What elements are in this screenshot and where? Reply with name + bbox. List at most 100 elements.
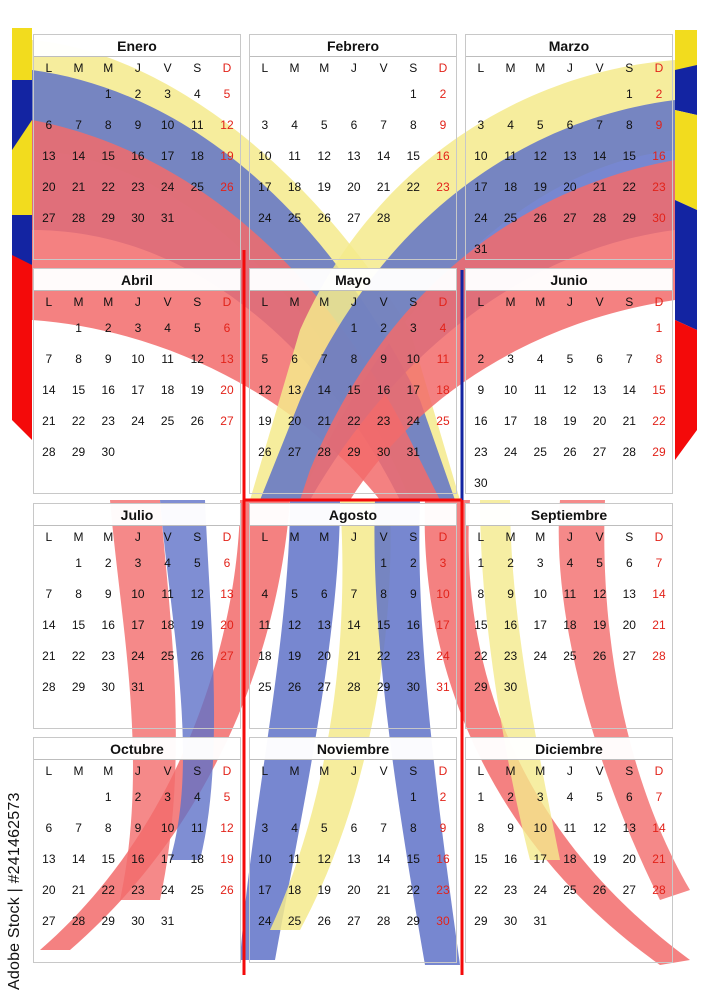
weekday-header: D [222, 764, 232, 778]
weekday-header: M [319, 530, 330, 544]
day-cell: 28 [347, 680, 361, 694]
day-cell: 20 [220, 383, 234, 397]
weekday-header: V [163, 295, 172, 309]
day-cell: 3 [536, 790, 544, 804]
day-cell: 12 [258, 383, 272, 397]
day-cell: 23 [406, 649, 420, 663]
day-cell: 28 [42, 445, 56, 459]
day-cell: 6 [45, 821, 53, 835]
day-cell: 10 [160, 118, 175, 132]
day-cell: 10 [258, 852, 272, 866]
weekday-header: J [134, 295, 141, 309]
weekday-header: S [409, 295, 418, 309]
weekday-header: V [163, 61, 172, 75]
day-cell: 26 [317, 211, 331, 225]
day-cell: 16 [131, 149, 145, 163]
day-cell: 30 [503, 914, 518, 928]
month-title: Diciembre [466, 738, 672, 760]
day-cell: 29 [101, 914, 115, 928]
day-cell: 1 [477, 556, 485, 570]
day-cell: 2 [507, 790, 514, 804]
day-cell: 3 [134, 556, 142, 570]
day-cell: 27 [42, 914, 56, 928]
weekday-header: S [193, 530, 202, 544]
day-cell: 23 [436, 180, 450, 194]
day-cell: 4 [291, 118, 298, 132]
weekday-header: D [654, 61, 664, 75]
empty-cell [555, 313, 585, 344]
day-cell: 10 [406, 352, 420, 366]
empty-cell [34, 782, 64, 813]
day-cell: 18 [160, 383, 175, 397]
day-cell: 23 [101, 649, 115, 663]
day-cell: 10 [258, 149, 272, 163]
weekday-header: M [535, 530, 546, 544]
empty-cell [496, 313, 526, 344]
empty-cell [280, 782, 310, 813]
day-cell: 5 [291, 587, 298, 601]
day-cell: 10 [160, 821, 175, 835]
day-cell: 5 [223, 790, 231, 804]
day-cell: 25 [190, 883, 204, 897]
empty-cell [585, 79, 615, 110]
day-cell: 12 [592, 587, 607, 601]
day-cell: 31 [436, 680, 450, 694]
day-cell: 1 [75, 321, 82, 335]
day-cell: 19 [533, 180, 547, 194]
day-cell: 7 [655, 790, 663, 804]
month-title: Julio [34, 504, 240, 526]
day-cell: 27 [287, 445, 302, 459]
weekday-header: D [438, 61, 448, 75]
day-cell: 22 [474, 883, 488, 897]
day-cell: 14 [42, 618, 56, 632]
day-cell: 24 [503, 445, 518, 459]
empty-cell [339, 79, 369, 110]
day-cell: 27 [347, 914, 361, 928]
day-grid: L M M J V S D 1 2 3 4 5 6 7 8 9 10 11 12 13 14 15 16 17 18 19 20 21… [34, 526, 240, 703]
weekday-header: V [163, 530, 172, 544]
day-cell: 10 [131, 352, 145, 366]
weekday-header: M [103, 61, 114, 75]
empty-cell [309, 548, 339, 579]
day-cell: 13 [563, 149, 577, 163]
empty-cell [250, 782, 280, 813]
day-cell: 1 [409, 790, 417, 804]
day-cell: 18 [563, 852, 577, 866]
day-cell: 26 [533, 211, 547, 225]
day-cell: 12 [287, 618, 302, 632]
day-cell: 14 [71, 149, 86, 163]
day-cell: 1 [104, 87, 112, 101]
day-cell: 19 [258, 414, 272, 428]
day-cell: 29 [622, 211, 636, 225]
weekday-header: M [319, 764, 330, 778]
day-cell: 21 [347, 649, 361, 663]
empty-cell [339, 782, 369, 813]
day-cell: 11 [288, 149, 301, 163]
day-cell: 7 [75, 821, 82, 835]
day-cell: 15 [347, 383, 361, 397]
day-cell: 16 [436, 149, 450, 163]
month-agosto: Agosto L M M J V S D 1 2 3 4 5 6 7 8 9 10 11 12 13 14 15 16 17 18… [249, 503, 457, 729]
weekday-header: V [595, 295, 604, 309]
day-cell: 18 [287, 883, 302, 897]
weekday-header: L [45, 61, 53, 75]
day-cell: 11 [258, 618, 272, 632]
empty-cell [250, 79, 280, 110]
day-cell: 24 [436, 649, 450, 663]
day-cell: 21 [42, 649, 56, 663]
month-title: Septiembre [466, 504, 672, 526]
day-cell: 10 [503, 383, 518, 397]
weekday-header: J [134, 764, 141, 778]
empty-cell [64, 79, 94, 110]
day-cell: 14 [592, 149, 607, 163]
day-cell: 11 [191, 821, 204, 835]
weekday-header: V [595, 530, 604, 544]
day-cell: 26 [592, 649, 607, 663]
empty-cell [555, 79, 585, 110]
weekday-header: S [625, 764, 634, 778]
day-grid: L M M J V S D 1 2 3 4 5 6 7 8 9 10 11 12 13 14 15 16 17 18 19 20 21… [466, 57, 672, 265]
empty-cell [309, 313, 339, 344]
day-cell: 3 [507, 352, 514, 366]
empty-cell [34, 313, 64, 344]
